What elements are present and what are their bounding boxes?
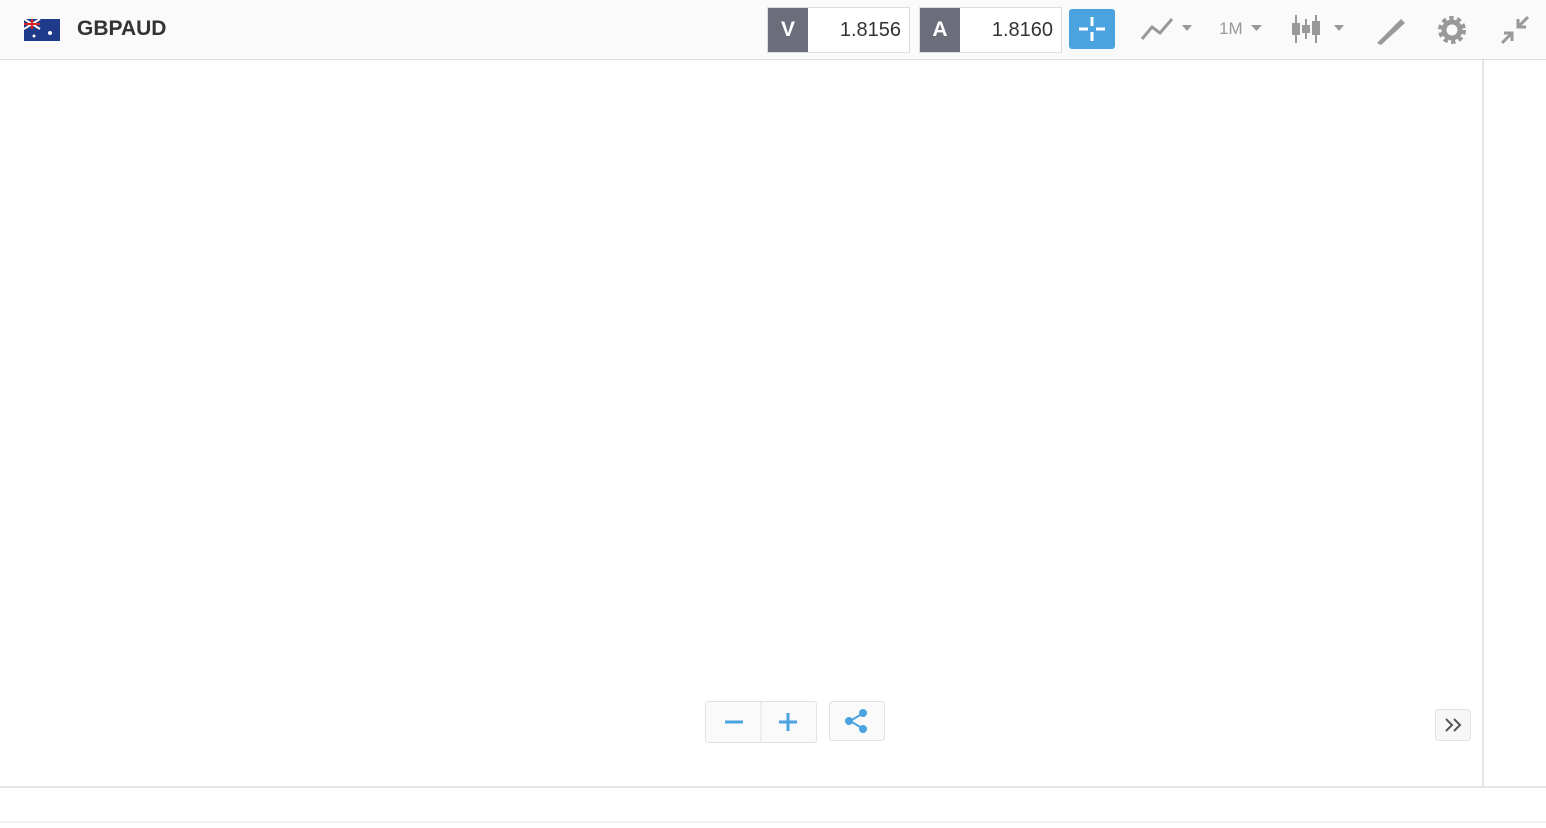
symbol: GBPAUD (77, 17, 167, 40)
zoom-icons (725, 702, 797, 742)
buy-button[interactable]: A 1.8160 (919, 7, 1062, 53)
settings-button[interactable] (1435, 13, 1469, 47)
sell-label: V (768, 8, 808, 52)
flag-icon (24, 19, 60, 41)
timeframe-button[interactable]: 1M (1219, 19, 1243, 38)
chart (0, 60, 1546, 823)
zoom-controls (705, 701, 817, 743)
toolbar: GBPAUD V 1.8156 A 1.8160 1M (0, 0, 1546, 60)
crosshair-button[interactable] (1069, 9, 1115, 49)
zoom-in[interactable] (779, 713, 797, 731)
draw-button[interactable] (1373, 13, 1407, 47)
sell-button[interactable]: V 1.8156 (767, 7, 910, 53)
buy-price: 1.8160 (991, 19, 1053, 41)
scroll-end-button[interactable] (1435, 709, 1471, 741)
sell-price: 1.8156 (839, 19, 901, 41)
chart-type-button[interactable] (1290, 9, 1350, 49)
buy-label: A (920, 8, 960, 52)
indicator-button[interactable] (1138, 9, 1198, 49)
timeframe-caret (1251, 25, 1262, 31)
share-button[interactable] (829, 701, 885, 741)
collapse-button[interactable] (1498, 13, 1532, 47)
